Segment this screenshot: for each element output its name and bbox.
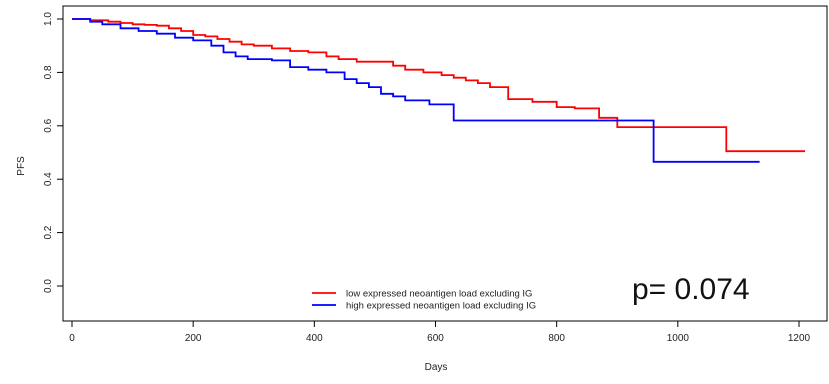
y-axis: 0.0 0.2 0.4 0.6 0.8 1.0: [43, 12, 63, 293]
y-tick-label: 0.4: [43, 172, 54, 186]
plot-frame: [62, 5, 828, 322]
legend-label: low expressed neoantigen load excluding …: [346, 289, 532, 300]
x-tick-label: 200: [185, 333, 202, 344]
y-tick-label: 0.8: [43, 65, 54, 79]
series-line-low: [72, 18, 806, 153]
y-tick-label: 0.6: [43, 118, 54, 132]
series-line-high: [72, 18, 760, 163]
series-layer: [72, 18, 806, 163]
x-tick-label: 1000: [667, 333, 690, 344]
y-axis-title: PFS: [16, 156, 27, 176]
y-tick-label: 1.0: [43, 12, 54, 26]
x-tick-label: 400: [306, 333, 323, 344]
x-tick-label: 600: [427, 333, 444, 344]
x-tick-label: 1200: [788, 333, 811, 344]
x-tick-label: 0: [69, 333, 75, 344]
legend-label: high expressed neoantigen load excluding…: [346, 301, 536, 312]
x-axis-title: Days: [425, 362, 448, 373]
y-tick-label: 0.0: [43, 279, 54, 293]
x-tick-label: 800: [548, 333, 565, 344]
x-axis: 0 200 400 600 800 1000 1200: [69, 321, 811, 344]
legend: low expressed neoantigen load excluding …: [312, 289, 536, 312]
y-tick-label: 0.2: [43, 225, 54, 239]
p-value-annotation: p= 0.074: [632, 273, 750, 306]
